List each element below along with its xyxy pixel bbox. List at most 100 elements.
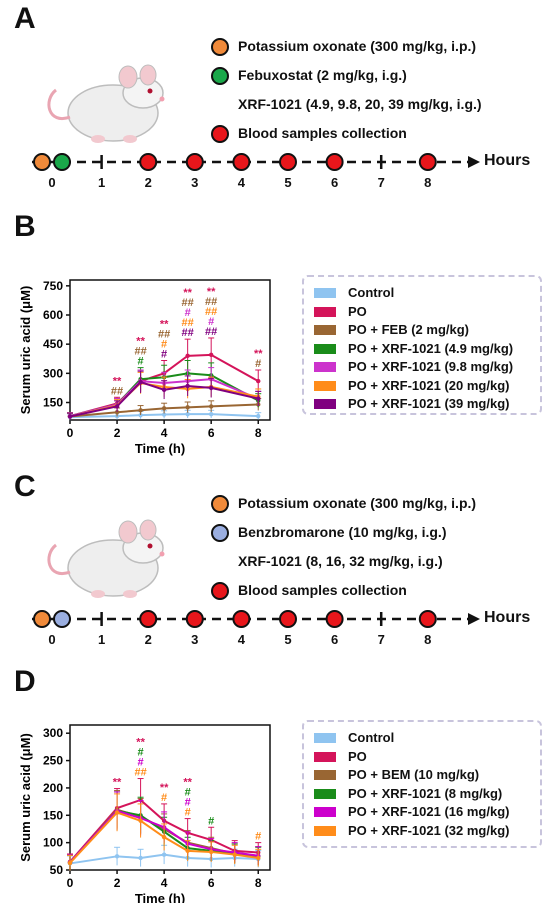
significance-mark: ## xyxy=(158,329,170,341)
legend-swatch-icon xyxy=(314,807,336,817)
orange-dot-icon xyxy=(211,38,229,56)
data-point xyxy=(208,352,214,358)
data-point xyxy=(161,834,167,840)
timeline-a: 0 1 2 3 4 5 6 7 8 xyxy=(32,153,480,190)
legend-swatch-icon xyxy=(314,733,336,743)
data-point xyxy=(208,385,214,391)
data-point xyxy=(256,855,261,861)
significance-mark: ** xyxy=(183,287,192,299)
legend-swatch-icon xyxy=(314,788,336,799)
significance-mark: ## xyxy=(205,296,217,308)
significance-mark: ** xyxy=(254,348,263,360)
legend-c-item-1: Potassium oxonate (300 mg/kg, i.p.) xyxy=(238,495,477,511)
drug-dot-icon xyxy=(53,153,71,171)
data-point xyxy=(138,818,143,823)
timeline-c: 0 1 2 3 4 5 6 7 8 xyxy=(32,610,480,647)
blue-dot-icon xyxy=(211,524,229,542)
data-point xyxy=(114,404,120,409)
blood-sample-dot-icon xyxy=(185,153,204,171)
legend-label: PO xyxy=(348,303,367,319)
green-dot-icon xyxy=(211,67,229,85)
legend-label: PO + XRF-1021 (39 mg/kg) xyxy=(348,396,510,411)
data-point xyxy=(67,860,73,866)
timeline-tick-label: 7 xyxy=(378,175,385,190)
red-dot-icon xyxy=(211,125,229,143)
significance-mark: ## xyxy=(205,306,217,318)
data-point xyxy=(185,353,190,359)
significance-mark: ## xyxy=(134,346,146,358)
blood-sample-dot-icon xyxy=(418,610,437,628)
legend-b: Control PO PO + FEB (2 mg/kg) PO + XRF-1021… xyxy=(302,275,542,415)
blood-sample-dot-icon xyxy=(279,153,297,171)
legend-swatch-icon xyxy=(314,399,336,409)
blood-sample-dot-icon xyxy=(139,153,158,171)
series-line xyxy=(69,811,259,864)
blood-sample-dot-icon xyxy=(185,610,204,628)
x-tick-label: 4 xyxy=(161,876,168,890)
timeline-tick-label: 2 xyxy=(145,632,152,647)
legend-label: PO + XRF-1021 (9.8 mg/kg) xyxy=(348,359,514,374)
data-point xyxy=(256,396,261,401)
y-tick-label: 50 xyxy=(50,863,64,877)
timeline-tick-label: 5 xyxy=(284,175,291,190)
data-point xyxy=(256,413,261,419)
x-tick-label: 0 xyxy=(67,426,74,440)
blood-sample-dot-icon xyxy=(232,610,251,628)
significance-mark: ** xyxy=(160,782,169,794)
legend-c-item-2: Benzbromarone (10 mg/kg, i.g.) xyxy=(238,524,447,540)
timeline-a-hours-label: Hours xyxy=(484,152,531,169)
significance-mark: # xyxy=(138,747,144,759)
significance-mark: # xyxy=(138,356,144,368)
data-point xyxy=(161,412,167,417)
timeline-tick-label: 0 xyxy=(48,175,55,190)
blood-sample-dot-icon xyxy=(325,153,344,171)
legend-swatch-icon xyxy=(314,751,336,762)
legend-swatch-icon xyxy=(314,343,336,354)
legend-label: PO + XRF-1021 (16 mg/kg) xyxy=(348,804,510,819)
timeline-tick-label: 1 xyxy=(98,175,105,190)
legend-swatch-icon xyxy=(314,380,336,391)
data-point xyxy=(161,852,167,857)
data-point xyxy=(256,378,261,384)
x-axis-label: Time (h) xyxy=(135,891,185,903)
legend-label: PO + XRF-1021 (8 mg/kg) xyxy=(348,785,503,801)
data-point xyxy=(114,410,120,415)
plot-frame xyxy=(69,279,271,421)
arrowhead-icon xyxy=(468,156,480,168)
timeline-c-hours-label: Hours xyxy=(484,609,531,626)
y-tick-label: 600 xyxy=(43,308,63,322)
legend-swatch-icon xyxy=(314,306,336,317)
panel-label-c: C xyxy=(14,470,36,503)
y-tick-label: 250 xyxy=(43,754,63,768)
data-point xyxy=(208,404,214,409)
x-tick-label: 0 xyxy=(67,876,74,890)
legend-d: Control PO PO + BEM (10 mg/kg) PO + XRF-102… xyxy=(302,720,542,848)
legend-label: PO + BEM (10 mg/kg) xyxy=(348,767,480,782)
significance-mark: # xyxy=(255,831,261,843)
chart-d: 50 100 150 200 250 300 0 2 4 6 8 Time (h) Serum uric… xyxy=(18,724,271,903)
legend-c-item-3: XRF-1021 (8, 16, 32 mg/kg, i.g.) xyxy=(238,553,443,569)
data-point xyxy=(114,854,120,859)
legend-swatch-icon xyxy=(314,825,336,836)
significance-mark: ## xyxy=(134,767,146,779)
data-point xyxy=(208,411,214,417)
timeline-tick-label: 4 xyxy=(238,175,246,190)
legend-a-item-4: Blood samples collection xyxy=(238,125,407,141)
significance-mark: ## xyxy=(205,326,217,338)
x-axis-label: Time (h) xyxy=(135,441,185,456)
x-tick-label: 6 xyxy=(208,876,215,890)
data-point xyxy=(185,383,190,389)
x-tick-label: 4 xyxy=(161,426,168,440)
x-tick-label: 6 xyxy=(208,426,215,440)
legend-c-item-4: Blood samples collection xyxy=(238,582,407,598)
legend-label: Control xyxy=(348,285,395,300)
blood-sample-dot-icon xyxy=(418,153,437,171)
legend-swatch-icon xyxy=(314,288,336,298)
x-tick-label: 2 xyxy=(114,426,121,440)
drug-dot-icon xyxy=(53,610,71,628)
significance-mark: ** xyxy=(207,286,216,298)
significance-mark: # xyxy=(185,787,191,799)
rat-illustration-c xyxy=(47,519,165,598)
legend-label: PO + XRF-1021 (20 mg/kg) xyxy=(348,377,510,393)
legend-swatch-icon xyxy=(314,325,336,335)
